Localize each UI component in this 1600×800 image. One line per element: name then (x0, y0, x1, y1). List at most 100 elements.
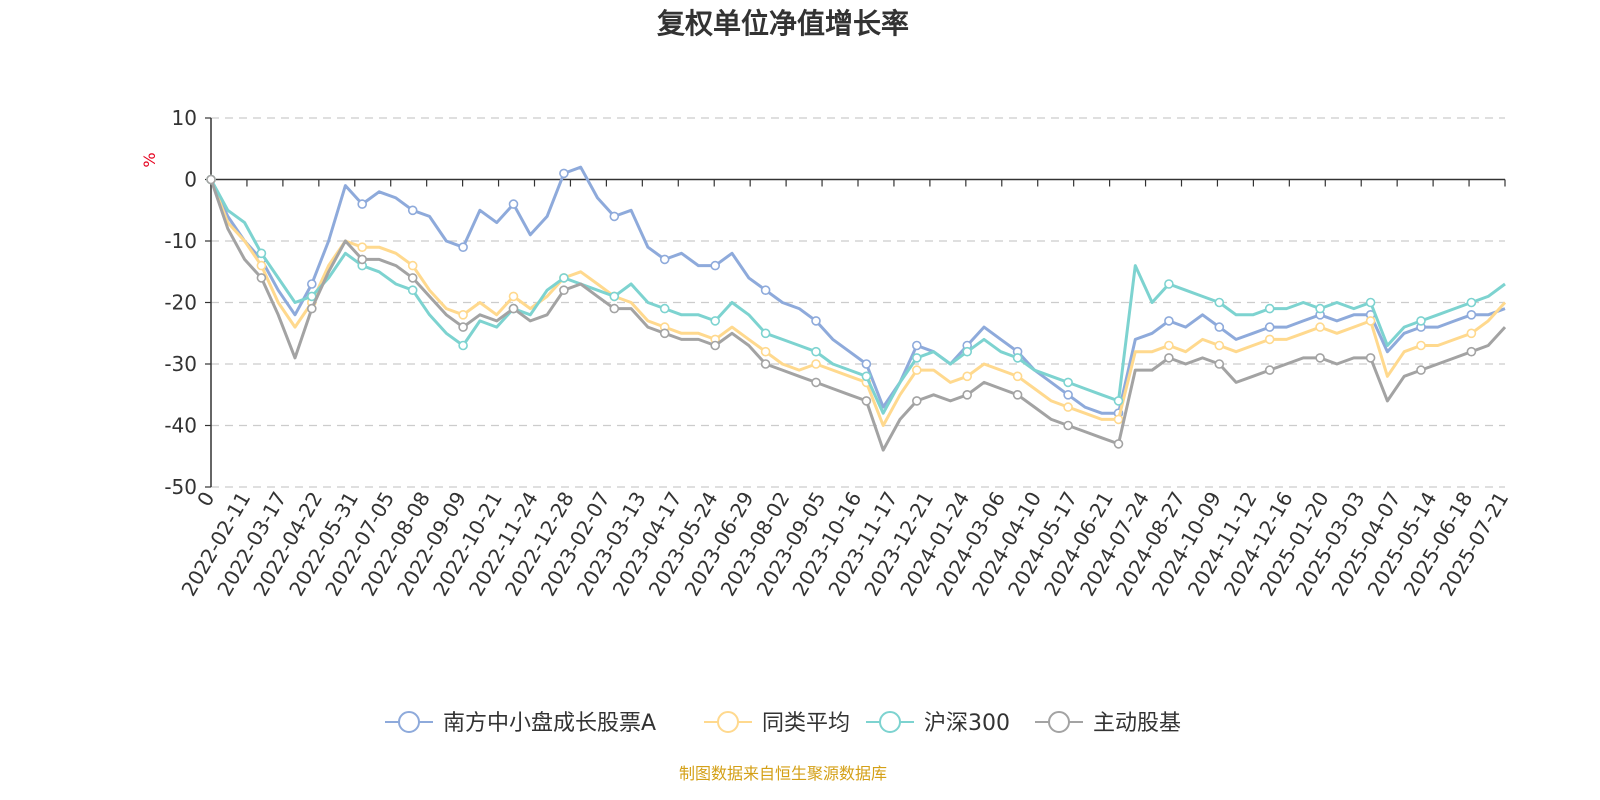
data-point (1315, 353, 1325, 363)
data-point (1012, 389, 1023, 400)
data-point (710, 316, 721, 326)
legend-item[interactable]: 南方中小盘成长股票A (385, 711, 656, 736)
legend-marker (398, 711, 420, 733)
data-point (811, 359, 821, 369)
legend-label: 南方中小盘成长股票A (443, 711, 656, 736)
data-point (458, 309, 468, 320)
data-point (1214, 359, 1225, 369)
data-point (1466, 297, 1477, 308)
data-point (962, 389, 973, 400)
series-1 (206, 174, 1507, 427)
data-point (659, 254, 670, 265)
data-point (1113, 414, 1124, 425)
data-point (256, 273, 267, 283)
data-point (1012, 371, 1023, 382)
data-point (559, 168, 569, 179)
data-point (407, 205, 418, 216)
data-point (1214, 322, 1225, 332)
data-point (508, 303, 519, 314)
data-point (710, 340, 721, 351)
data-point (1466, 346, 1477, 357)
data-point (609, 291, 620, 302)
data-point (1164, 340, 1174, 351)
data-point (861, 371, 872, 382)
data-point (559, 285, 569, 296)
series-lines (206, 165, 1507, 452)
data-point (1113, 396, 1124, 406)
data-point (256, 248, 267, 259)
x-tick-label: 0 (192, 488, 219, 511)
data-point (811, 346, 821, 357)
data-point (1063, 420, 1073, 431)
legend-marker (717, 711, 739, 733)
x-axis: 02022-02-112022-03-172022-04-222022-05-3… (176, 178, 1513, 600)
y-tick-label: -10 (164, 229, 197, 253)
chart-title: 复权单位净值增长率 (657, 7, 909, 40)
data-point (1164, 279, 1174, 289)
data-point (1264, 303, 1275, 314)
data-point (609, 211, 620, 222)
data-point (306, 303, 317, 314)
data-point (407, 285, 418, 296)
data-point (811, 377, 821, 388)
data-point (1365, 297, 1376, 308)
data-point (357, 254, 368, 265)
series-3 (206, 174, 1507, 452)
data-point (1365, 316, 1376, 326)
legend-item[interactable]: 沪深300 (866, 711, 1010, 736)
legend-item[interactable]: 主动股基 (1035, 711, 1181, 736)
data-point (659, 328, 670, 339)
data-point (911, 340, 922, 351)
data-point (861, 359, 872, 369)
data-point (609, 303, 620, 314)
y-axis-unit: % (140, 152, 159, 167)
data-point (1214, 297, 1225, 308)
data-point (357, 242, 368, 252)
data-point (659, 303, 670, 314)
legend-marker (879, 711, 901, 733)
legend-label: 沪深300 (924, 711, 1010, 736)
legend-marker (1048, 711, 1070, 733)
legend[interactable]: 南方中小盘成长股票A 同类平均 沪深300 主动股基 (385, 711, 1181, 736)
data-point (760, 359, 771, 369)
data-point (760, 346, 771, 357)
data-point (1063, 377, 1073, 388)
data-point (1063, 402, 1073, 412)
data-point (911, 365, 922, 375)
data-point (1416, 316, 1426, 326)
data-point (508, 291, 519, 302)
y-tick-label: -20 (164, 291, 197, 315)
legend-label: 同类平均 (762, 711, 850, 736)
data-point (911, 353, 922, 363)
data-point (1164, 316, 1174, 326)
data-point (1113, 439, 1124, 449)
data-point (811, 316, 821, 326)
data-point (306, 279, 317, 289)
data-point (559, 273, 569, 283)
y-tick-label: -30 (164, 352, 197, 376)
series-line (209, 165, 1506, 415)
data-point (1365, 353, 1376, 363)
data-point (458, 322, 468, 332)
series-line (209, 179, 1507, 452)
data-point (911, 396, 922, 406)
data-point (357, 199, 368, 209)
data-point (1416, 340, 1426, 351)
y-tick-label: 10 (172, 106, 197, 130)
legend-item[interactable]: 同类平均 (704, 711, 850, 736)
data-point (760, 285, 771, 296)
y-tick-label: -40 (164, 414, 197, 438)
data-point (407, 273, 418, 283)
grid-lines (211, 117, 1505, 488)
data-point (256, 260, 267, 271)
series-line (209, 178, 1507, 427)
data-point (962, 346, 973, 357)
data-point (508, 199, 519, 209)
data-point (458, 242, 468, 252)
data-point (1214, 340, 1225, 351)
data-point (1264, 365, 1275, 375)
y-tick-label: 0 (184, 168, 197, 192)
data-point (1012, 353, 1023, 363)
data-point (861, 396, 872, 406)
